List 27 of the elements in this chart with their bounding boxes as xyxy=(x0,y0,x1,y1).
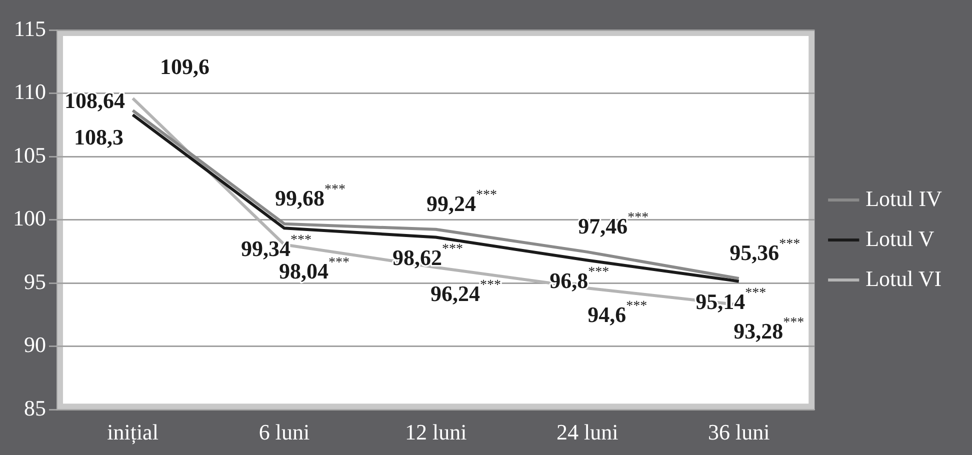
y-tick-label: 115 xyxy=(14,16,46,41)
data-label: 95,36*** xyxy=(730,237,800,266)
x-tick-label: 24 luni xyxy=(556,420,618,445)
legend-label: Lotul IV xyxy=(866,186,942,211)
legend-label: Lotul V xyxy=(866,226,934,251)
y-tick-label: 85 xyxy=(24,395,46,420)
data-label: 99,68*** xyxy=(275,182,346,211)
legend-label: Lotul VI xyxy=(866,266,942,291)
data-label: 109,6 xyxy=(160,54,210,80)
data-label: 99,24*** xyxy=(426,188,498,216)
data-label: 95,14*** xyxy=(696,286,766,314)
y-tick-label: 95 xyxy=(24,268,46,294)
x-tick-label: 12 luni xyxy=(404,420,467,445)
data-label: 98,62*** xyxy=(392,242,464,270)
y-tick-label: 110 xyxy=(14,79,46,104)
data-label: 108,64 xyxy=(64,88,126,114)
x-tick-label: 36 luni xyxy=(708,420,770,445)
y-tick-label: 105 xyxy=(13,142,46,168)
y-tick-label: 90 xyxy=(24,332,46,358)
x-tick-label: inițial xyxy=(107,420,158,445)
x-tick-label: 6 luni xyxy=(258,420,310,445)
data-label: 96,8*** xyxy=(550,264,610,293)
data-label: 108,3 xyxy=(74,124,124,150)
data-label: 94,6*** xyxy=(588,298,648,327)
y-tick-label: 100 xyxy=(13,206,46,231)
data-label: 97,46*** xyxy=(578,210,649,239)
data-label: 93,28*** xyxy=(734,316,804,344)
